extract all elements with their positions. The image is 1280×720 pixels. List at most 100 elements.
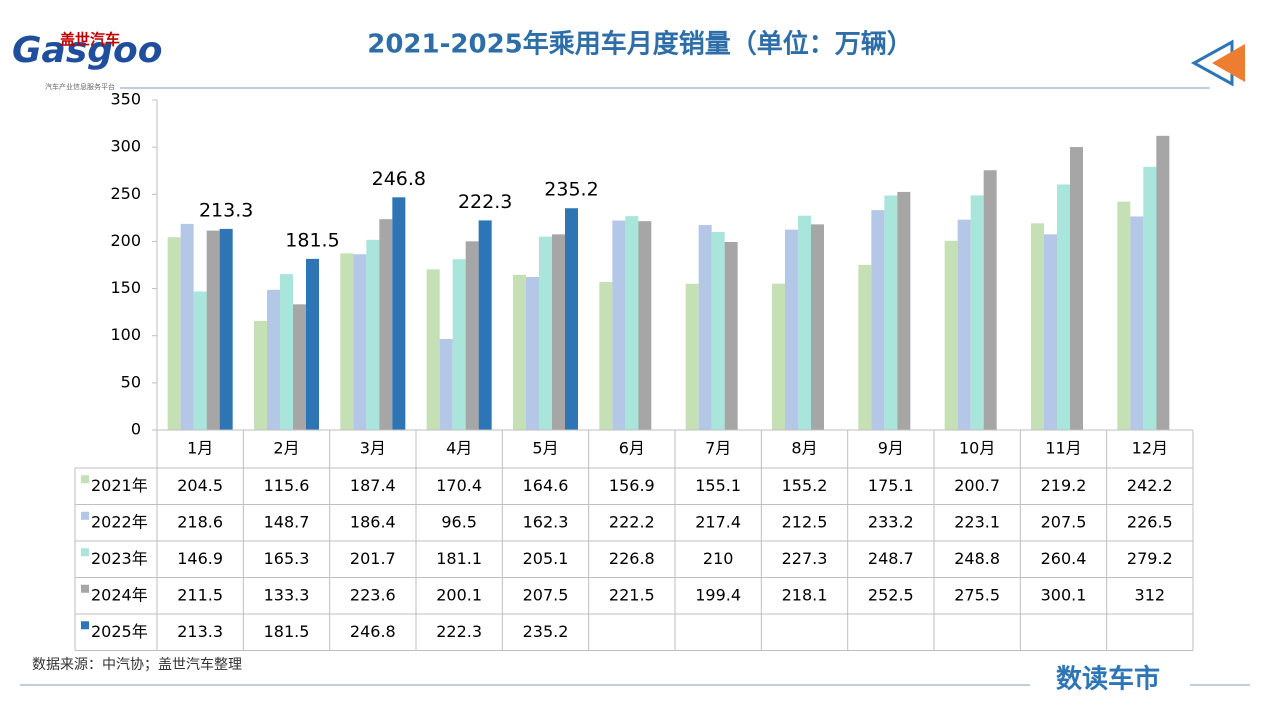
bar — [552, 234, 565, 430]
bar — [698, 225, 712, 430]
legend-swatch — [81, 511, 89, 520]
bar — [772, 283, 785, 430]
bar — [526, 276, 539, 430]
table-cell: 218.1 — [782, 585, 828, 604]
table-cell: 186.4 — [350, 512, 396, 531]
footer-brand: 数读车市 — [1056, 664, 1160, 695]
legend-swatch — [81, 475, 89, 484]
bar — [366, 239, 380, 430]
y-tick-label: 250 — [110, 184, 141, 203]
x-tick-label: 6月 — [619, 439, 645, 458]
bar — [293, 304, 306, 430]
table-cell: 133.3 — [264, 585, 310, 604]
logo-tagline: 汽车产业信息服务平台 — [45, 82, 115, 91]
table-cell: 207.5 — [1041, 512, 1087, 531]
table-cell: 312 — [1135, 585, 1166, 604]
bar — [1143, 166, 1157, 431]
table-cell: 204.5 — [177, 476, 223, 495]
table-cell: 218.6 — [177, 512, 223, 531]
table-cell: 200.1 — [436, 585, 482, 604]
bar — [167, 237, 181, 430]
legend-label: 2021年 — [91, 476, 148, 495]
source: 数据来源：中汽协；盖世汽车整理 — [32, 656, 242, 673]
bar — [392, 197, 406, 430]
legend-label: 2024年 — [91, 585, 148, 604]
table-cell: 226.8 — [609, 549, 655, 568]
x-tick-label: 11月 — [1045, 439, 1081, 458]
table-cell: 260.4 — [1041, 549, 1087, 568]
x-tick-label: 12月 — [1132, 439, 1168, 458]
bar — [957, 219, 971, 430]
bar — [267, 289, 280, 430]
table-cell: 227.3 — [782, 549, 828, 568]
table-cell: 223.1 — [954, 512, 1000, 531]
table-cell: 205.1 — [523, 549, 569, 568]
x-tick-label: 8月 — [791, 439, 817, 458]
deco-arrow-fill — [1212, 44, 1245, 82]
data-label: 246.8 — [372, 168, 426, 190]
bar — [897, 191, 911, 430]
x-tick-label: 3月 — [360, 439, 386, 458]
bar — [625, 216, 639, 430]
table-cell: 148.7 — [264, 512, 310, 531]
bar — [1130, 216, 1144, 430]
table-cell: 155.1 — [695, 476, 741, 495]
bar — [513, 274, 526, 430]
table-cell: 242.2 — [1127, 476, 1173, 495]
bar — [478, 220, 492, 430]
table-cell: 96.5 — [441, 512, 477, 531]
table-cell: 162.3 — [523, 512, 569, 531]
table-cell: 233.2 — [868, 512, 914, 531]
bar — [1070, 147, 1083, 430]
y-tick-label: 0 — [131, 420, 141, 439]
legend-label: 2025年 — [91, 622, 148, 641]
x-tick-label: 5月 — [532, 439, 558, 458]
x-tick-label: 4月 — [446, 439, 472, 458]
table-cell: 213.3 — [177, 622, 223, 641]
bar — [439, 339, 453, 430]
table-cell: 146.9 — [177, 549, 223, 568]
bar — [983, 170, 997, 430]
bar — [426, 269, 440, 430]
bar — [280, 274, 293, 430]
table-cell: 217.4 — [695, 512, 741, 531]
table-cell: 170.4 — [436, 476, 482, 495]
bar — [565, 208, 578, 430]
bar — [711, 232, 725, 430]
table-cell: 300.1 — [1041, 585, 1087, 604]
bar — [539, 236, 552, 430]
table-cell: 155.2 — [782, 476, 828, 495]
legend-label: 2023年 — [91, 549, 148, 568]
table-cell: 248.7 — [868, 549, 914, 568]
bar — [219, 228, 233, 430]
bar — [685, 283, 699, 430]
bar — [871, 210, 885, 430]
x-tick-label: 9月 — [878, 439, 904, 458]
bar — [353, 254, 367, 430]
table-cell: 248.8 — [954, 549, 1000, 568]
table-cell: 156.9 — [609, 476, 655, 495]
x-tick-label: 7月 — [705, 439, 731, 458]
table-cell: 165.3 — [264, 549, 310, 568]
x-tick-label: 1月 — [187, 439, 213, 458]
table-cell: 221.5 — [609, 585, 655, 604]
table-cell: 212.5 — [782, 512, 828, 531]
table-cell: 181.5 — [264, 622, 310, 641]
table-cell: 199.4 — [695, 585, 741, 604]
table-cell: 275.5 — [954, 585, 1000, 604]
legend-swatch — [81, 548, 89, 557]
bar — [970, 195, 984, 430]
table-cell: 222.2 — [609, 512, 655, 531]
table-cell: 252.5 — [868, 585, 914, 604]
table-cell: 115.6 — [264, 476, 310, 495]
bar — [193, 291, 207, 430]
bar — [340, 253, 354, 430]
bar — [1044, 234, 1057, 430]
table-cell: 207.5 — [523, 585, 569, 604]
table-cell: 222.3 — [436, 622, 482, 641]
data-label: 222.3 — [458, 191, 512, 213]
bar — [811, 224, 824, 430]
table-cell: 226.5 — [1127, 512, 1173, 531]
x-tick-label: 2月 — [273, 439, 299, 458]
bar — [638, 221, 652, 430]
